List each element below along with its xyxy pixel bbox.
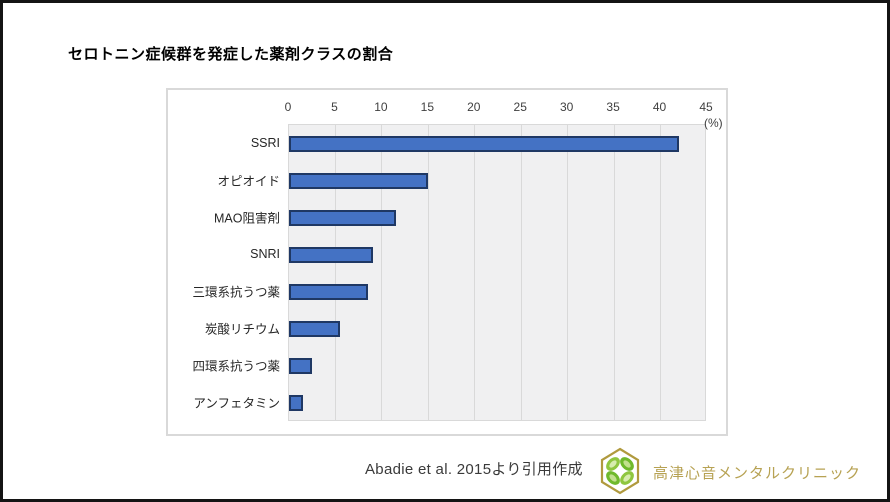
bar-SNRI bbox=[289, 246, 373, 263]
chart-title: セロトニン症候群を発症した薬剤クラスの割合 bbox=[68, 46, 394, 63]
gridline-x-35 bbox=[613, 125, 615, 420]
bar-三環系抗うつ薬 bbox=[289, 284, 368, 301]
bar-炭酸リチウム bbox=[289, 321, 341, 338]
gridline-x-20 bbox=[474, 125, 476, 420]
plot-area bbox=[288, 124, 706, 421]
category-label-MAO阻害剤: MAO阻害剤 bbox=[214, 211, 280, 226]
category-label-オピオイド: オピオイド bbox=[217, 174, 280, 189]
x-tick-label-25: 25 bbox=[513, 100, 527, 114]
bar-四環系抗うつ薬 bbox=[289, 358, 313, 375]
x-tick-label-10: 10 bbox=[374, 100, 388, 114]
category-label-四環系抗うつ薬: 四環系抗うつ薬 bbox=[192, 359, 280, 374]
category-label-炭酸リチウム: 炭酸リチウム bbox=[204, 322, 280, 337]
x-tick-label-0: 0 bbox=[284, 100, 292, 114]
bar-オピオイド bbox=[289, 172, 429, 189]
bar-MAO阻害剤 bbox=[289, 209, 396, 226]
gridline-x-15 bbox=[427, 125, 429, 420]
source-citation: Abadie et al. 2015より引用作成 bbox=[365, 461, 583, 478]
x-tick-label-40: 40 bbox=[652, 100, 667, 114]
gridline-x-40 bbox=[660, 125, 662, 420]
bar-アンフェタミン bbox=[289, 395, 303, 412]
category-label-三環系抗うつ薬: 三環系抗うつ薬 bbox=[192, 285, 280, 300]
gridline-x-30 bbox=[567, 125, 569, 420]
bar-SSRI bbox=[289, 135, 680, 152]
x-tick-label-45: 45 bbox=[699, 100, 713, 114]
gridline-x-5 bbox=[334, 125, 336, 420]
clinic-name: 高津心音メンタルクリニック bbox=[653, 465, 862, 482]
category-label-SSRI: SSRI bbox=[250, 135, 280, 150]
x-axis-unit-label: (%) bbox=[704, 116, 723, 130]
chart-container: 0 5 10 15 20 25 30 35 40 45 SSRI オピオイド MAO阻害剤 SNRI 三環… bbox=[166, 88, 728, 436]
x-tick-label-5: 5 bbox=[331, 100, 338, 114]
x-tick-label-35: 35 bbox=[606, 100, 620, 114]
clover-leaves bbox=[606, 457, 634, 485]
x-tick-label-20: 20 bbox=[467, 100, 481, 114]
x-tick-label-15: 15 bbox=[420, 100, 435, 114]
clinic-logo-hexagon-clover-icon bbox=[600, 447, 640, 495]
gridline-x-10 bbox=[381, 125, 383, 420]
x-tick-label-30: 30 bbox=[559, 100, 574, 114]
category-label-アンフェタミン: アンフェタミン bbox=[193, 396, 280, 411]
category-label-SNRI: SNRI bbox=[250, 246, 280, 261]
gridline-x-25 bbox=[520, 125, 522, 420]
